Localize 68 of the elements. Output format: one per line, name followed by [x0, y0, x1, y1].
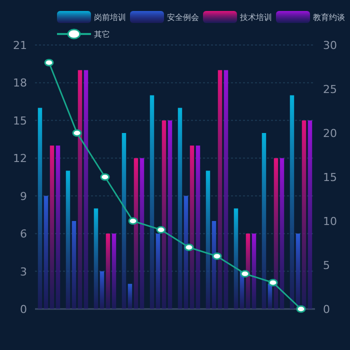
bar: [218, 70, 222, 309]
point: [44, 58, 54, 66]
bar: [78, 70, 82, 309]
y2-tick-label: 5: [323, 259, 330, 272]
y-tick-label: 18: [13, 76, 27, 90]
y-tick-label: 3: [20, 265, 27, 278]
point: [240, 270, 250, 278]
point: [72, 129, 82, 137]
y2-tick-label: 0: [323, 303, 330, 316]
bar: [94, 208, 98, 309]
bar: [140, 158, 144, 309]
point: [268, 278, 278, 286]
bar: [112, 234, 116, 309]
bar: [178, 108, 182, 309]
bar: [302, 120, 306, 309]
bar: [122, 133, 126, 309]
legend-label: 安全例会: [167, 13, 199, 22]
bar: [308, 120, 312, 309]
point: [128, 217, 138, 225]
y-tick-label: 15: [13, 114, 27, 128]
legend-label: 教育约谈: [313, 13, 345, 22]
bar: [296, 234, 300, 309]
bar: [212, 221, 216, 309]
y-tick-label: 9: [20, 190, 27, 203]
bar: [66, 170, 70, 309]
y2-tick-label: 30: [323, 39, 337, 52]
bar: [206, 170, 210, 309]
bar: [84, 70, 88, 309]
y-tick-label: 12: [13, 152, 27, 166]
legend-label: 其它: [94, 30, 110, 39]
bar: [196, 146, 200, 309]
point: [156, 226, 166, 234]
point: [296, 305, 306, 313]
y2-tick-label: 20: [323, 127, 337, 140]
bar: [134, 158, 138, 309]
bar: [168, 120, 172, 309]
bar: [156, 234, 160, 309]
bar: [190, 146, 194, 309]
bar: [268, 284, 272, 309]
y2-tick-label: 10: [323, 215, 337, 228]
bar: [184, 196, 188, 309]
y2-tick-label: 25: [323, 83, 337, 96]
bar: [274, 158, 278, 309]
bar: [262, 133, 266, 309]
bar: [56, 146, 60, 309]
point: [184, 244, 194, 252]
bar: [50, 146, 54, 309]
bar: [150, 95, 154, 309]
y-tick-label: 0: [20, 303, 27, 316]
bar: [128, 284, 132, 309]
bar: [252, 234, 256, 309]
y-tick-label: 6: [20, 228, 27, 241]
bar: [44, 196, 48, 309]
legend-label: 技术培训: [239, 13, 272, 22]
y-tick-label: 21: [13, 39, 27, 52]
y2-tick-label: 15: [323, 171, 337, 184]
bar: [234, 208, 238, 309]
bar: [38, 108, 42, 309]
bar: [72, 221, 76, 309]
bar: [162, 120, 166, 309]
bar: [280, 158, 284, 309]
legend-label: 岗前培训: [94, 13, 126, 22]
point: [212, 252, 222, 260]
bar: [100, 271, 104, 309]
bar: [290, 95, 294, 309]
bar: [106, 234, 110, 309]
point: [100, 173, 110, 181]
bar: [224, 70, 228, 309]
